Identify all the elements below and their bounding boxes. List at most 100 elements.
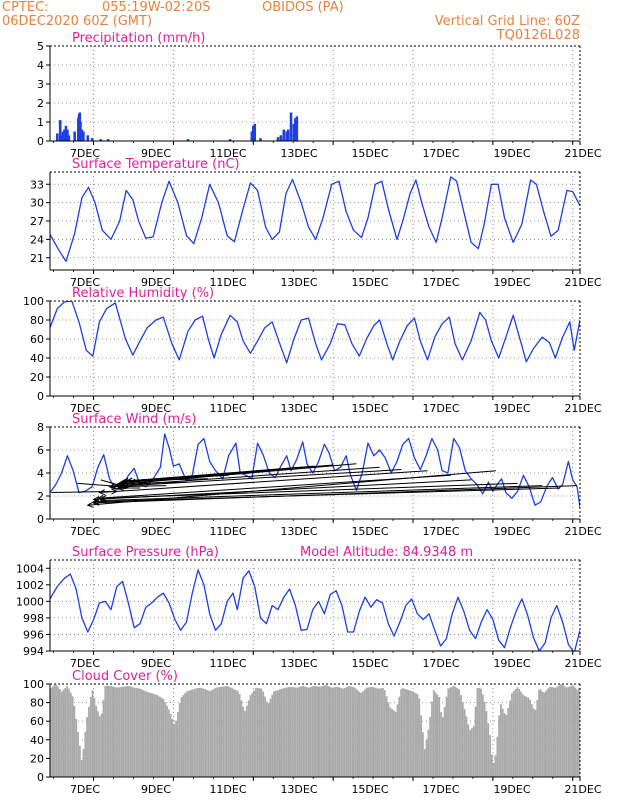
cloud-cover-bar [229,687,232,777]
cloud-cover-bar [126,686,128,777]
x-tick-label: 19DEC [493,657,530,670]
cloud-cover-bar [238,693,241,777]
cloud-cover-bar [253,690,256,777]
precip-bar [66,129,69,141]
cloud-cover-bar [451,686,453,777]
cloud-cover-bar [175,720,177,777]
cloud-cover-bar [122,686,125,777]
precip-bar [285,131,288,141]
cloud-cover-bar [225,685,228,777]
cloud-cover-bar [554,687,557,777]
panel-title: Precipitation (mm/h) [72,31,205,46]
cloud-cover-bar [418,698,421,777]
cloud-cover-bar [98,716,101,777]
chart-panels: Precipitation (mm/h) 0 1 2 3 4 5 7DEC 9DEC 11DEC 1… [16,31,602,796]
cloud-cover-bar [472,726,475,777]
cloud-cover-bar [311,686,314,777]
y-tick-label: 20 [30,371,44,384]
x-tick-label: 17DEC [422,525,459,538]
y-tick-label: 80 [30,314,44,327]
cloud-cover-bar [233,689,236,777]
cloud-cover-bar [510,693,513,777]
cloud-cover-bar [376,688,379,777]
cloud-cover-bar [273,691,275,777]
x-tick-label: 7DEC [70,147,100,160]
cloud-cover-bar [392,710,395,777]
plot-area [50,176,580,263]
y-tick-label: 33 [30,178,44,191]
cloud-cover-bar [167,709,170,777]
y-tick-label: 27 [30,215,44,228]
cloud-cover-bar [452,685,455,777]
plot-area [50,684,580,777]
header-grid-line: Vertical Grid Line: 60Z [435,14,580,29]
x-tick-label: 7DEC [70,402,100,415]
cloud-cover-bar [563,686,566,777]
cloud-cover-bar [265,701,268,777]
precip-bar [279,135,283,141]
cloud-cover-bar [400,689,403,777]
y-tick-label: 1002 [16,579,44,592]
cloud-cover-bar [153,694,156,777]
cloud-cover-bar [104,685,107,777]
cloud-cover-bar [64,687,67,777]
cloud-cover-bar [409,690,412,777]
cloud-cover-bar [405,689,408,777]
cloud-cover-bar [490,754,493,777]
cloud-cover-bar [171,718,174,777]
y-tick-label: 5 [37,40,44,53]
cloud-cover-bar [293,687,295,777]
cloud-cover-bar [471,728,473,777]
x-tick-label: 9DEC [141,657,171,670]
cloud-cover-bar [176,711,179,777]
cloud-cover-bar [251,692,254,777]
cloud-cover-bar [371,686,373,777]
cloud-cover-bar [55,684,58,777]
cloud-cover-bar [133,687,136,777]
cloud-cover-bar [149,692,152,777]
cloud-cover-bar [178,703,181,777]
cloud-cover-bar [445,696,448,777]
y-tick-label: 4 [37,59,44,72]
y-tick-label: 1004 [16,562,44,575]
cloud-cover-bar [547,688,550,777]
y-tick-label: 1 [37,116,44,129]
cloud-cover-bar [113,686,116,777]
cloud-cover-bar [572,685,575,777]
precip-bar [295,116,299,141]
cloud-cover-bar [84,731,87,777]
wind-arrow-shaft [109,469,402,488]
cloud-cover-bar [106,685,108,777]
cloud-cover-bar [300,686,303,777]
cloud-cover-bar [249,695,252,777]
cloud-cover-bar [362,691,364,777]
y-tick-label: 994 [23,645,44,658]
y-tick-label: 21 [30,252,44,265]
precip-bar [186,139,190,141]
cloud-cover-bar [140,689,143,777]
precip-bar [58,120,62,141]
cloud-cover-bar [289,686,292,777]
cloud-cover-bar [576,689,579,777]
y-tick-label: 60 [30,333,44,346]
cloud-cover-bar [569,686,571,777]
cloud-cover-bar [333,687,335,777]
cloud-cover-bar [443,706,446,777]
x-tick-label: 21DEC [564,525,601,538]
cloud-cover-bar [100,713,103,777]
cloud-cover-bar [478,688,481,777]
cloud-cover-bar [193,688,196,777]
panel-pressure: Surface Pressure (hPa) Model Altitude: 84… [16,545,602,670]
x-tick-label: 17DEC [422,783,459,796]
cloud-cover-bar [391,708,393,777]
cloud-cover-bar [264,696,266,777]
cloud-cover-bar [539,689,542,777]
cloud-cover-bar [307,687,310,777]
cloud-cover-bar [274,690,277,777]
panel-title: Cloud Cover (%) [72,669,178,684]
cloud-cover-bar [271,694,274,777]
x-tick-label: 21DEC [564,402,601,415]
cloud-cover-bar [521,694,524,777]
cloud-cover-bar [529,699,531,777]
cloud-cover-bar [336,686,339,777]
